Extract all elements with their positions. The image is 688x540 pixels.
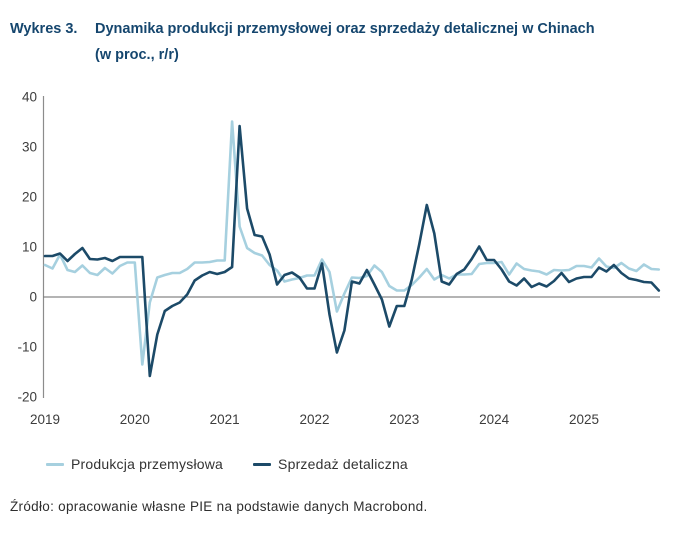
legend-label-sprzedaz: Sprzedaż detaliczna	[278, 456, 408, 472]
figure-label: Wykres 3.	[10, 21, 78, 37]
y-tick-label: 20	[22, 190, 37, 205]
sprzedaz-line-swatch	[253, 462, 272, 466]
chart-area: 40 30 20 10 0 -10 -20 2019 2020 2021 2022 2023 2024 2…	[0, 80, 688, 435]
figure-title-line1: Dynamika produkcji przemysłowej oraz spr…	[95, 21, 595, 37]
y-tick-label: 10	[22, 240, 37, 255]
y-tick-label: -10	[17, 340, 37, 355]
x-tick-label: 2022	[299, 412, 329, 427]
legend-item-produkcja: Produkcja przemysłowa	[46, 456, 223, 472]
figure-title: Dynamika produkcji przemysłowej oraz spr…	[95, 16, 595, 68]
y-tick-label: 40	[22, 90, 37, 105]
y-tick-label: 30	[22, 140, 37, 155]
legend-label-produkcja: Produkcja przemysłowa	[71, 456, 224, 472]
source-note: Źródło: opracowanie własne PIE na podsta…	[10, 499, 428, 514]
produkcja-series-line	[43, 120, 661, 366]
x-tick-label: 2020	[120, 412, 150, 427]
x-tick-label: 2019	[30, 412, 60, 427]
legend-item-sprzedaz: Sprzedaż detaliczna	[253, 456, 408, 472]
y-tick-label: -20	[17, 390, 37, 405]
x-tick-label: 2024	[479, 412, 510, 427]
x-tick-label: 2023	[389, 412, 419, 427]
x-tick-label: 2025	[569, 412, 599, 427]
figure-header: Wykres 3. Dynamika produkcji przemysłowe…	[10, 16, 670, 68]
produkcja-line-swatch	[46, 462, 64, 466]
x-tick-label: 2021	[210, 412, 240, 427]
sprzedaz-series-line	[43, 124, 661, 378]
figure-title-line2: (w proc., r/r)	[95, 47, 179, 63]
y-tick-label: 0	[29, 290, 37, 305]
line-chart: 40 30 20 10 0 -10 -20 2019 2020 2021 2022 2023 2024 2…	[17, 90, 661, 427]
chart-legend: Produkcja przemysłowa Sprzedaż detaliczn…	[46, 456, 408, 472]
